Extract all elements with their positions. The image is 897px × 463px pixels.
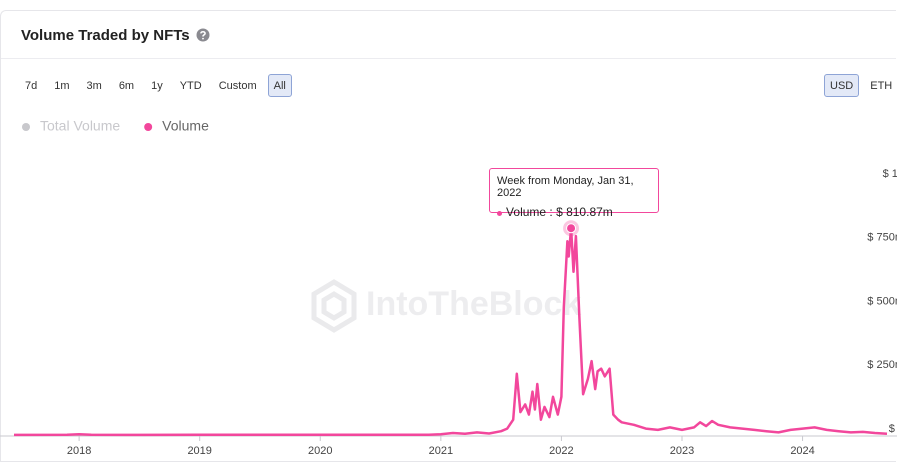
x-tick-label: 2019 (187, 445, 211, 457)
range-button[interactable]: 1m (48, 74, 76, 97)
tooltip-dot (497, 210, 503, 216)
tooltip-row: Volume : $ 810.87m (497, 205, 651, 219)
card: Volume Traded by NFTs 7d 1m 3m 6m 1y YTD Custo… (0, 10, 896, 462)
divider (1, 58, 896, 59)
x-tick-label: 2020 (308, 445, 332, 457)
tooltip-label: Volume : $ 810.87m (506, 205, 613, 220)
x-tick-label: 2022 (549, 445, 573, 457)
tooltip: Week from Monday, Jan 31, 2022 Volume : $… (489, 168, 660, 219)
watermark-logo (311, 279, 357, 333)
legend-label: Total Volume (40, 118, 120, 134)
line (13, 226, 888, 437)
range-button[interactable]: Custom (212, 74, 263, 97)
legend-marker (22, 123, 30, 131)
watermark: IntoTheBlock (311, 279, 581, 333)
x-tick-label: 2023 (670, 445, 694, 457)
y-tick-label: $ 1b (883, 168, 897, 180)
y-tick-label: $ 750m (867, 232, 897, 244)
range-button[interactable]: 6m (112, 74, 141, 97)
watermark-text: IntoTheBlock (366, 285, 581, 323)
y-tick-label: $ 250m (867, 359, 897, 371)
range-button[interactable]: 7d (19, 74, 44, 97)
legend-marker (144, 123, 153, 131)
help-icon[interactable] (196, 28, 210, 42)
card-title: Volume Traded by NFTs (21, 27, 190, 44)
hover-point (566, 223, 577, 234)
range-button[interactable]: 3m (80, 74, 108, 97)
range-button[interactable]: All (267, 74, 292, 97)
currency-buttons: USD ETH (824, 74, 896, 97)
x-tick-label: 2018 (67, 445, 91, 457)
legend-label: Volume (162, 118, 209, 134)
y-tick-label: $ 0 (889, 423, 897, 435)
x-tick-label: 2024 (790, 445, 814, 457)
currency-button[interactable]: USD (824, 74, 860, 97)
tooltip-title: Week from Monday, Jan 31, 2022 (497, 175, 634, 200)
x-tick-label: 2021 (429, 445, 453, 457)
range-buttons: 7d 1m 3m 6m 1y YTD Custom All (19, 74, 292, 97)
range-button[interactable]: 1y (145, 74, 169, 97)
currency-button[interactable]: ETH (864, 74, 896, 97)
range-button[interactable]: YTD (173, 74, 208, 97)
y-tick-label: $ 500m (867, 295, 897, 307)
